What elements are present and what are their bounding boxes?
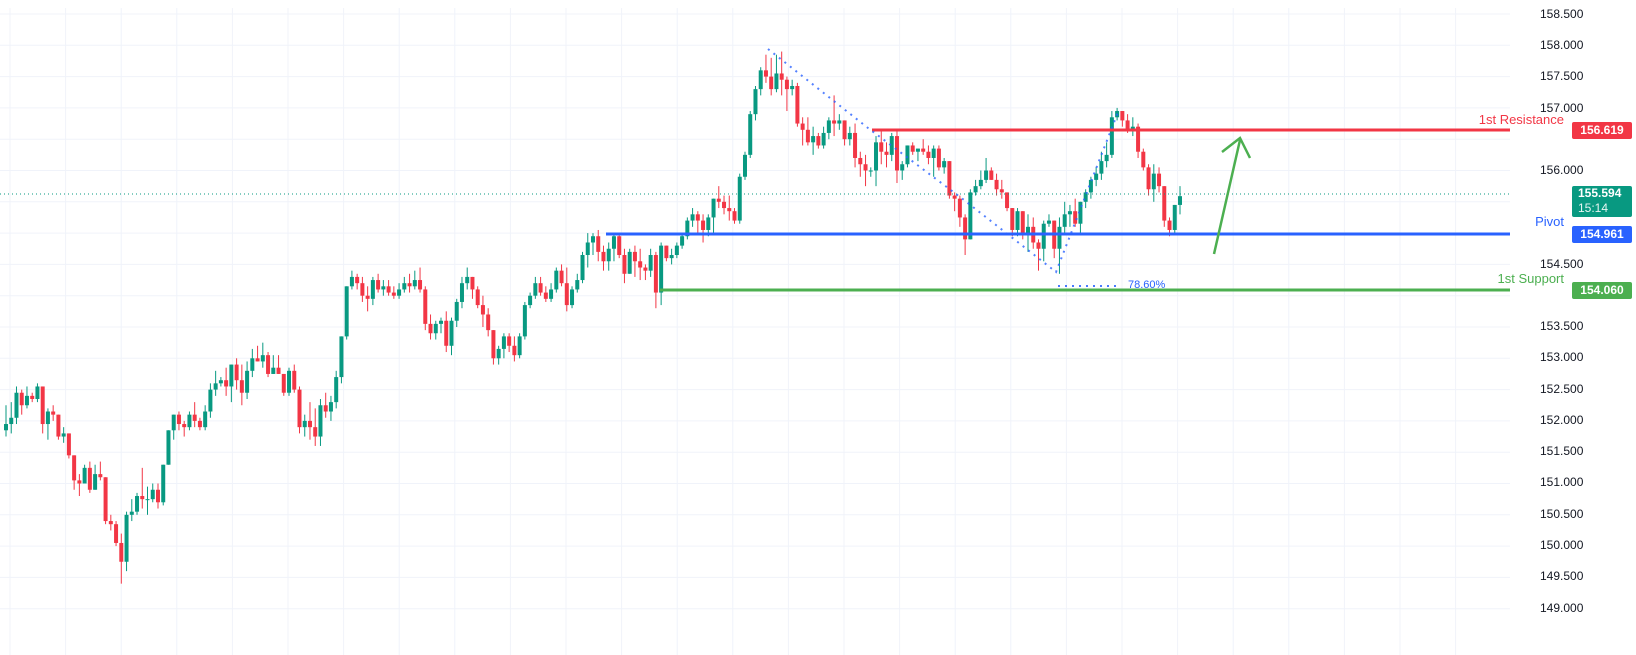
pivot-price-tag: 154.961: [1572, 226, 1632, 243]
abcd-pattern-trendline[interactable]: [767, 48, 1119, 274]
price-tick-label: 149.000: [1540, 601, 1584, 615]
price-tick-label: 152.500: [1540, 382, 1584, 396]
support-price-tag: 154.060: [1572, 282, 1632, 299]
pivot-label: Pivot: [1535, 214, 1564, 229]
price-tick-label: 158.000: [1540, 38, 1584, 52]
price-tick-label: 150.000: [1540, 538, 1584, 552]
resistance-label: 1st Resistance: [1478, 112, 1564, 127]
bar-countdown: 15:14: [1578, 201, 1609, 215]
price-tick-label: 153.500: [1540, 319, 1584, 333]
price-tick-label: 157.500: [1540, 69, 1584, 83]
price-tick-label: 156.000: [1540, 163, 1584, 177]
price-tick-label: 149.500: [1540, 569, 1584, 583]
price-tick-label: 151.500: [1540, 444, 1584, 458]
price-tick-label: 158.500: [1540, 7, 1584, 21]
price-tick-label: 150.500: [1540, 507, 1584, 521]
chart-drawings: [0, 48, 1510, 292]
candlestick-series: [4, 51, 1182, 584]
resistance-price-tag: 156.619: [1572, 122, 1632, 139]
price-tick-label: 152.000: [1540, 413, 1584, 427]
price-tick-label: 153.000: [1540, 350, 1584, 364]
up-arrow-icon[interactable]: [1212, 136, 1252, 255]
support-label: 1st Support: [1497, 271, 1565, 286]
current-price-tag: 155.594 15:14: [1572, 186, 1632, 217]
price-tick-label: 154.500: [1540, 257, 1584, 271]
current-price-value: 155.594: [1578, 186, 1622, 200]
fib-level-label: 78.60%: [1128, 279, 1166, 291]
price-tick-label: 151.000: [1540, 475, 1584, 489]
price-tick-label: 157.000: [1540, 101, 1584, 115]
